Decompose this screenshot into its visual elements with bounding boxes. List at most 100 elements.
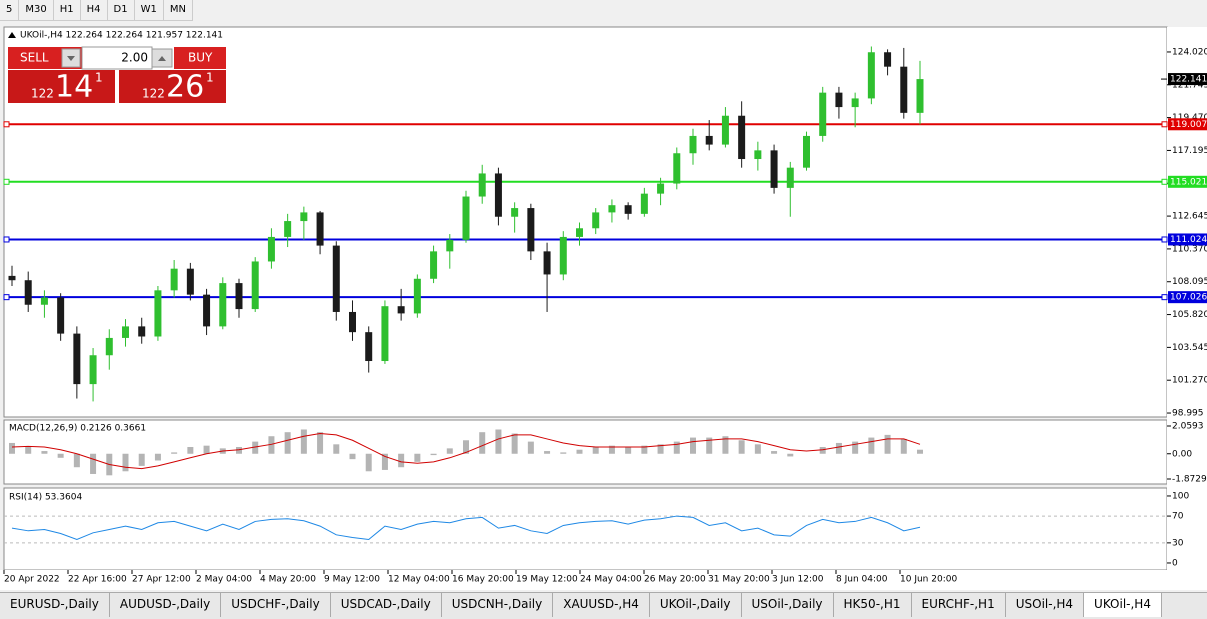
macd-bar (268, 436, 275, 454)
chart-header: UKOil-,H4 122.264 122.264 121.957 122.14… (20, 31, 223, 41)
sell-price-box[interactable] (8, 70, 115, 103)
timeframe-button[interactable]: M30 (19, 0, 54, 20)
candle-body (689, 135, 697, 154)
symbol-tab[interactable]: USDCAD-,Daily (331, 593, 442, 617)
candle-body (332, 245, 340, 312)
macd-bar (657, 444, 664, 454)
macd-bar (527, 441, 534, 454)
macd-bar (673, 441, 680, 454)
symbol-tab[interactable]: USDCHF-,Daily (221, 593, 331, 617)
symbol-tab[interactable]: UKOil-,H4 (1084, 593, 1162, 617)
candle-body (413, 278, 421, 314)
symbol-tab[interactable]: USDCNH-,Daily (442, 593, 554, 617)
candle-body (527, 208, 535, 252)
level-price-box (1168, 291, 1207, 304)
level-price-label: 107.026 (1170, 293, 1207, 303)
level-price-box (1168, 118, 1207, 131)
symbol-tabs: EURUSD-,Daily AUDUSD-,Daily USDCHF-,Daily U… (0, 592, 1207, 619)
symbol-tab[interactable]: XAUUSD-,H4 (553, 593, 650, 617)
symbol-tab[interactable]: USOil-,H4 (1006, 593, 1085, 617)
down-icon (67, 56, 75, 61)
candle-body (786, 167, 794, 188)
macd-bar (706, 437, 713, 454)
time-label: 16 May 20:00 (452, 575, 514, 585)
sell-label[interactable]: SELL (20, 51, 49, 65)
symbol-tab[interactable]: UKOil-,Daily (650, 593, 742, 617)
timeframe-button[interactable]: H1 (54, 0, 81, 20)
buy-price-big[interactable]: 122 (142, 87, 165, 101)
sell-price-point[interactable]: 1 (95, 71, 103, 85)
y-tick-label: -1.8729 (1172, 474, 1207, 484)
macd-bar (754, 444, 761, 454)
macd-bar (544, 451, 551, 454)
candle-body (608, 205, 616, 213)
time-label: 22 Apr 16:00 (68, 575, 127, 585)
candle-body (8, 275, 16, 281)
macd-bar (608, 445, 615, 454)
time-label: 24 May 04:00 (580, 575, 642, 585)
candle-body (478, 173, 486, 197)
candle-body (430, 251, 438, 279)
level-price-label: 119.007 (1170, 120, 1207, 130)
macd-bar (917, 449, 923, 454)
macd-bar (722, 436, 729, 454)
buy-button[interactable] (174, 47, 226, 69)
timeframe-button[interactable]: H4 (81, 0, 108, 20)
candle-body (592, 212, 600, 229)
macd-bar (560, 452, 567, 454)
macd-bar (25, 447, 32, 454)
collapse-icon (8, 32, 16, 38)
macd-bar (414, 453, 421, 462)
candle-body (462, 196, 470, 240)
time-axis (0, 570, 1207, 590)
symbol-tab[interactable]: EURCHF-,H1 (912, 593, 1006, 617)
timeframe-button[interactable]: MN (164, 0, 193, 20)
buy-price-point[interactable]: 1 (206, 71, 214, 85)
y-tick-label: 0 (1172, 558, 1178, 568)
macd-bar (738, 440, 745, 454)
candle-body (867, 52, 875, 99)
candle-body (316, 212, 324, 246)
level-price-label: 111.024 (1170, 235, 1207, 245)
macd-bar (641, 445, 648, 454)
macd-bar (835, 442, 842, 454)
macd-bar (381, 453, 388, 470)
timeframe-button[interactable]: 5 (0, 0, 20, 20)
candle-body (851, 98, 859, 108)
macd-bar (90, 453, 97, 474)
candle-body (494, 173, 502, 217)
symbol-tab[interactable]: HK50-,H1 (834, 593, 912, 617)
timeframe-button[interactable]: W1 (135, 0, 164, 20)
symbol-tab[interactable]: EURUSD-,Daily (0, 593, 110, 617)
sell-price-pips[interactable]: 14 (55, 70, 93, 105)
macd-bar (252, 441, 259, 454)
symbol-tab[interactable]: USOil-,Daily (742, 593, 834, 617)
macd-bar (576, 449, 583, 454)
time-label: 4 May 20:00 (260, 575, 316, 585)
buy-price-pips[interactable]: 26 (166, 70, 204, 105)
rsi-label: RSI(14) 53.3604 (9, 493, 82, 503)
buy-price-box[interactable] (119, 70, 226, 103)
candle-body (900, 66, 908, 113)
candle-body (138, 326, 146, 337)
candle-body (267, 236, 275, 262)
macd-bar (284, 432, 291, 454)
buy-label[interactable]: BUY (188, 51, 213, 65)
symbol-tab[interactable]: AUDUSD-,Daily (110, 593, 222, 617)
level-price-box (1168, 233, 1207, 246)
candle-body (170, 268, 178, 291)
y-tick-label: 100 (1172, 491, 1189, 501)
macd-bar (819, 447, 826, 454)
candle-body (219, 283, 227, 327)
macd-bar (495, 429, 502, 454)
lot-value[interactable]: 2.00 (121, 51, 148, 65)
y-tick-label: 119.470 (1172, 113, 1207, 123)
candle-body (738, 115, 746, 160)
sell-price-big[interactable]: 122 (31, 87, 54, 101)
time-label: 26 May 20:00 (644, 575, 706, 585)
macd-bar (41, 451, 48, 454)
time-label: 20 Apr 2022 (4, 575, 60, 585)
timeframe-button[interactable]: D1 (108, 0, 135, 20)
candle-body (835, 92, 843, 108)
current-price-label: 122.141 (1170, 75, 1207, 85)
